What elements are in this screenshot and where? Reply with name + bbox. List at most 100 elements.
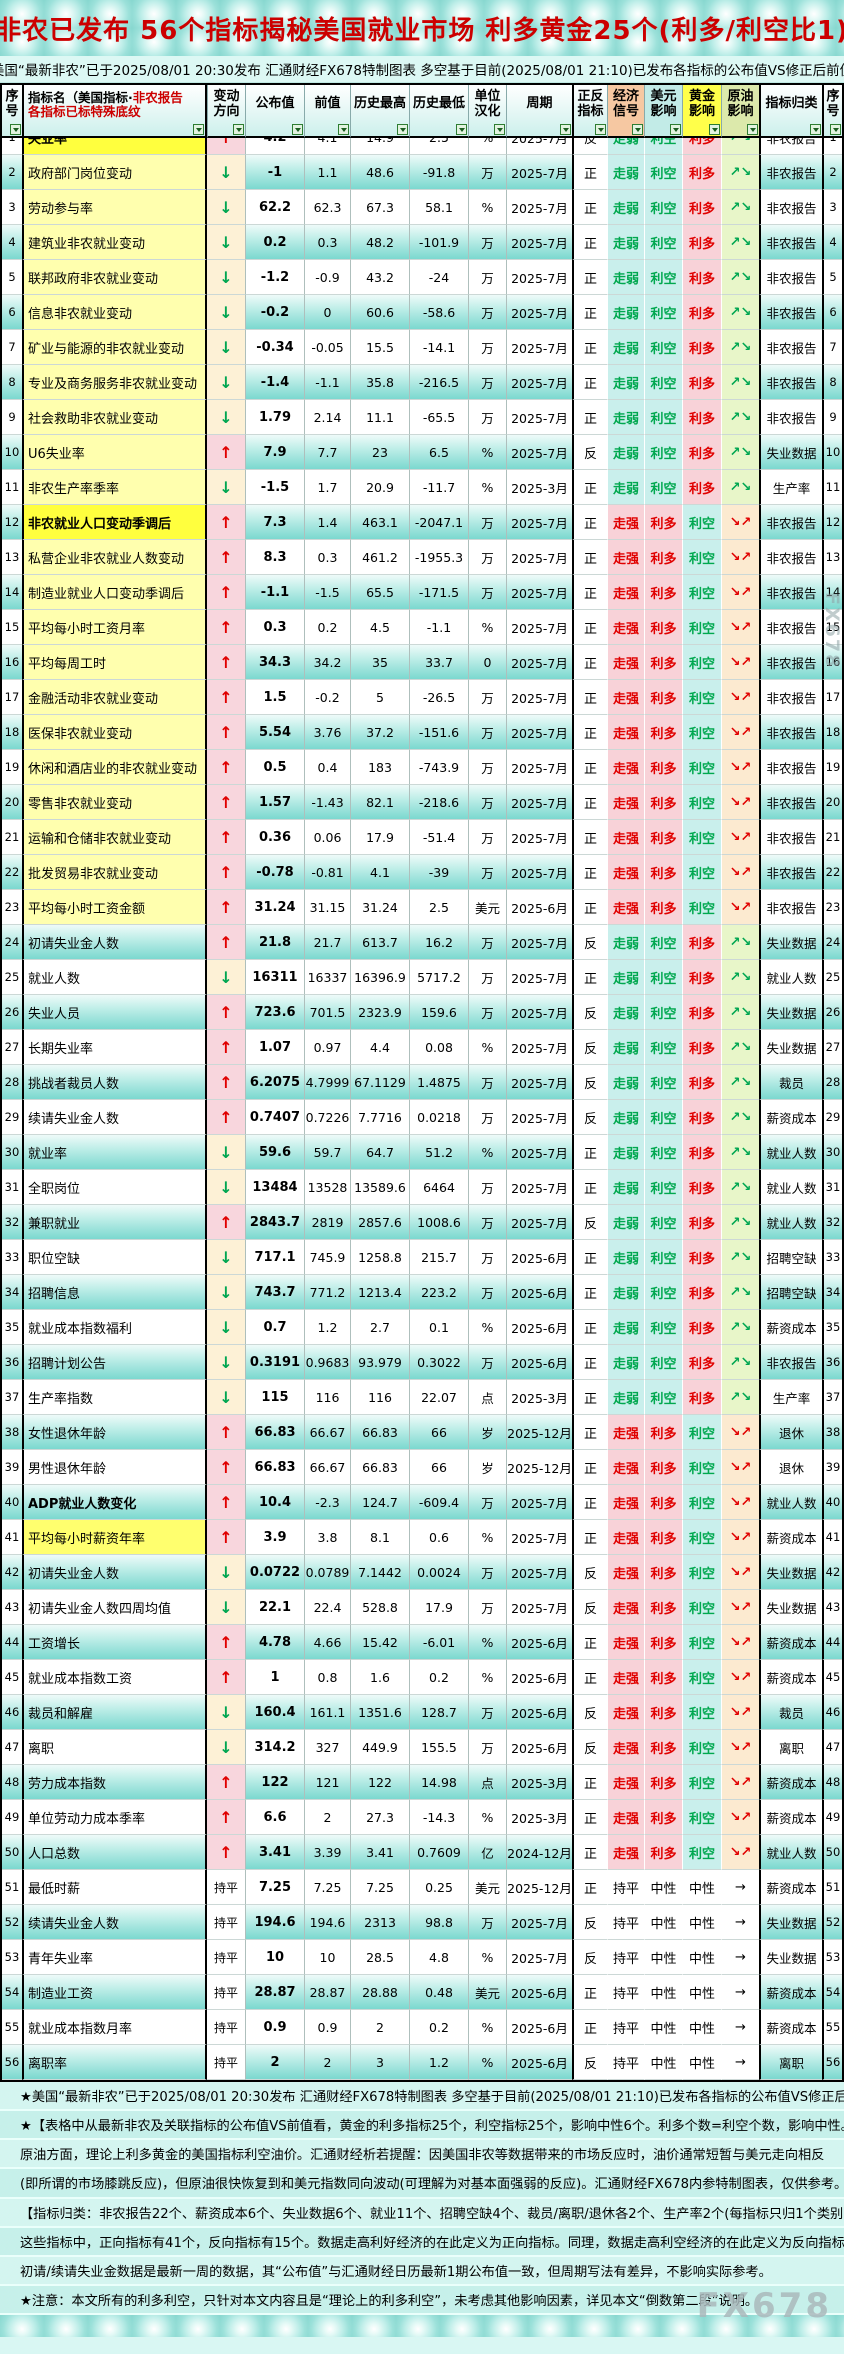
cell-posneg: 正	[572, 1275, 607, 1310]
autofilter-button[interactable]	[338, 124, 349, 135]
autofilter-button[interactable]	[670, 124, 681, 135]
cell-economic-signal: 走强	[607, 1800, 644, 1835]
cell-period: 2025-3月	[506, 1765, 572, 1800]
cell-previous-value: 66.67	[304, 1450, 350, 1485]
cell-published-value: 314.2	[245, 1730, 304, 1765]
cell-oil-impact: ↗↘	[721, 225, 759, 260]
cell-seq-left: 12	[2, 505, 22, 540]
cell-category: 非农报告	[759, 855, 822, 890]
cell-gold-impact: 利多	[682, 1275, 721, 1310]
autofilter-button[interactable]	[560, 124, 571, 135]
cell-seq-left: 26	[2, 995, 22, 1030]
cell-seq-right: 45	[822, 1660, 842, 1695]
cell-seq-left: 19	[2, 750, 22, 785]
cell-history-low: -51.4	[409, 820, 468, 855]
cell-period: 2025-6月	[506, 890, 572, 925]
cell-history-low: 51.2	[409, 1135, 468, 1170]
cell-gold-impact: 利多	[682, 995, 721, 1030]
cell-period: 2025-7月	[506, 1065, 572, 1100]
autofilter-button[interactable]	[747, 124, 758, 135]
cell-change-direction: ↑	[207, 1835, 245, 1870]
cell-published-value: 8.3	[245, 540, 304, 575]
cell-indicator-name: 专业及商务服务非农就业变动	[22, 365, 207, 400]
cell-previous-value: 116	[304, 1380, 350, 1415]
cell-published-value: 16311	[245, 960, 304, 995]
cell-seq-left: 14	[2, 575, 22, 610]
cell-published-value: 2	[245, 2045, 304, 2080]
cell-seq-right: 33	[822, 1240, 842, 1275]
cell-usd-impact: 利多	[644, 1520, 682, 1555]
cell-usd-impact: 利多	[644, 715, 682, 750]
cell-oil-impact: ↗↘	[721, 1275, 759, 1310]
cell-unit: 万	[468, 225, 506, 260]
cell-change-direction: ↓	[207, 1730, 245, 1765]
cell-history-low: 14.98	[409, 1765, 468, 1800]
autofilter-button[interactable]	[709, 124, 720, 135]
cell-change-direction: ↓	[207, 400, 245, 435]
cell-published-value: -1.1	[245, 575, 304, 610]
cell-previous-value: 327	[304, 1730, 350, 1765]
cell-seq-left: 17	[2, 680, 22, 715]
cell-period: 2025-6月	[506, 1625, 572, 1660]
cell-usd-impact: 利空	[644, 470, 682, 505]
autofilter-button[interactable]	[292, 124, 303, 135]
cell-history-low: 2.5	[409, 890, 468, 925]
cell-previous-value: 1.2	[304, 1310, 350, 1345]
cell-gold-impact: 利空	[682, 1765, 721, 1800]
cell-indicator-name: 联邦政府非农就业变动	[22, 260, 207, 295]
autofilter-button[interactable]	[10, 124, 21, 135]
cell-indicator-name: 劳力成本指数	[22, 1765, 207, 1800]
autofilter-button[interactable]	[397, 124, 408, 135]
cell-history-low: 0.7609	[409, 1835, 468, 1870]
header-label: 指标归类	[765, 96, 818, 112]
cell-seq-right: 50	[822, 1835, 842, 1870]
cell-period: 2025-7月	[506, 400, 572, 435]
autofilter-button[interactable]	[494, 124, 505, 135]
cell-change-direction: ↓	[207, 1275, 245, 1310]
cell-usd-impact: 中性	[644, 1975, 682, 2010]
cell-published-value: -0.2	[245, 295, 304, 330]
autofilter-button[interactable]	[632, 124, 643, 135]
cell-gold-impact: 利空	[682, 1450, 721, 1485]
autofilter-button[interactable]	[193, 124, 204, 135]
autofilter-button[interactable]	[830, 124, 841, 135]
cell-unit: 万	[468, 1695, 506, 1730]
cell-seq-right: 6	[822, 295, 842, 330]
cell-indicator-name: 失业人员	[22, 995, 207, 1030]
cell-period: 2025-7月	[506, 575, 572, 610]
cell-posneg: 正	[572, 1310, 607, 1345]
cell-economic-signal: 走强	[607, 1520, 644, 1555]
cell-posneg: 正	[572, 1975, 607, 2010]
cell-published-value: 3.9	[245, 1520, 304, 1555]
cell-history-low: 5717.2	[409, 960, 468, 995]
cell-usd-impact: 利空	[644, 1065, 682, 1100]
cell-history-low: 98.8	[409, 1905, 468, 1940]
cell-period: 2025-7月	[506, 645, 572, 680]
autofilter-button[interactable]	[233, 124, 244, 135]
cell-indicator-name: 续请失业金人数	[22, 1100, 207, 1135]
cell-gold-impact: 利空	[682, 1555, 721, 1590]
cell-seq-left: 5	[2, 260, 22, 295]
footer-line: 这些指标中，正向指标有41个，反向指标有15个。数据走高利好经济的在此定义为正向…	[0, 2227, 844, 2257]
cell-history-low: -1.1	[409, 610, 468, 645]
cell-period: 2025-3月	[506, 1380, 572, 1415]
cell-indicator-name: 医保非农就业变动	[22, 715, 207, 750]
cell-history-low: 1008.6	[409, 1205, 468, 1240]
cell-economic-signal: 走强	[607, 1660, 644, 1695]
cell-category: 非农报告	[759, 1345, 822, 1380]
cell-history-low: -151.6	[409, 715, 468, 750]
autofilter-button[interactable]	[810, 124, 821, 135]
cell-published-value: 6.6	[245, 1800, 304, 1835]
cell-period: 2025-12月	[506, 1415, 572, 1450]
cell-history-high: 4.4	[350, 1030, 409, 1065]
autofilter-button[interactable]	[456, 124, 467, 135]
cell-previous-value: 66.67	[304, 1415, 350, 1450]
cell-category: 裁员	[759, 1695, 822, 1730]
cell-period: 2025-7月	[506, 155, 572, 190]
cell-economic-signal: 走弱	[607, 1135, 644, 1170]
cell-seq-right: 10	[822, 435, 842, 470]
cell-oil-impact: ↘↗	[721, 1415, 759, 1450]
autofilter-button[interactable]	[595, 124, 606, 135]
cell-oil-impact: ↗↘	[721, 1310, 759, 1345]
